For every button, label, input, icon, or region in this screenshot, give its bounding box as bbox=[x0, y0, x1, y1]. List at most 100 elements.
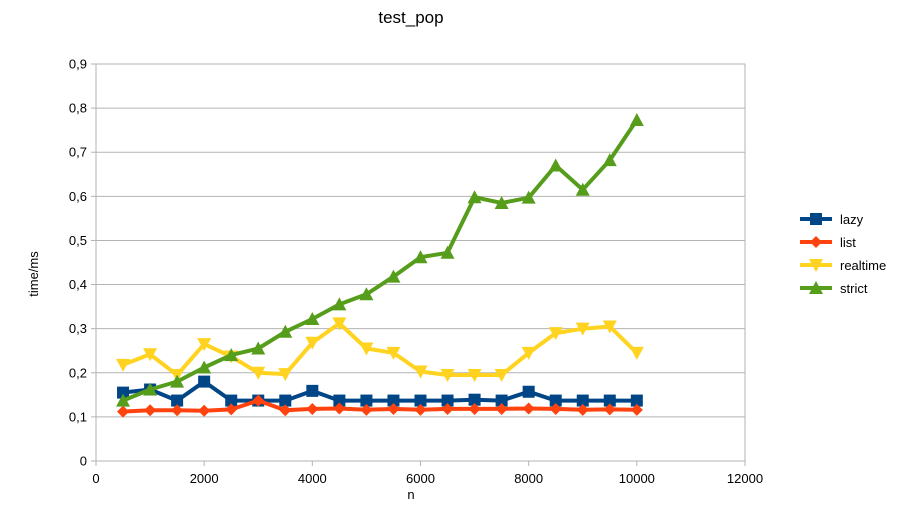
data-point-list bbox=[630, 403, 643, 416]
legend: lazy list realtime strict bbox=[800, 212, 886, 296]
data-point-strict bbox=[116, 393, 131, 407]
y-tick-label: 0,2 bbox=[69, 365, 87, 380]
data-point-strict bbox=[440, 245, 455, 259]
data-point-realtime bbox=[116, 358, 131, 372]
data-point-list bbox=[414, 403, 427, 416]
data-point-realtime bbox=[143, 348, 158, 362]
data-point-lazy bbox=[603, 394, 616, 407]
data-point-strict bbox=[521, 190, 536, 204]
x-tick-label: 4000 bbox=[298, 471, 327, 486]
legend-marker-lazy bbox=[810, 213, 822, 225]
data-point-lazy bbox=[279, 394, 292, 407]
data-point-list bbox=[117, 405, 130, 418]
legend-label: realtime bbox=[840, 258, 886, 273]
data-point-strict bbox=[575, 182, 590, 196]
data-point-strict bbox=[602, 153, 617, 167]
data-point-list bbox=[576, 403, 589, 416]
legend-label: list bbox=[840, 235, 856, 250]
data-point-list bbox=[333, 402, 346, 415]
x-tick-label: 6000 bbox=[406, 471, 435, 486]
data-point-strict bbox=[332, 297, 347, 311]
data-point-realtime bbox=[359, 342, 374, 356]
data-point-list bbox=[522, 402, 535, 415]
data-point-strict bbox=[305, 311, 320, 325]
x-tick-label: 2000 bbox=[190, 471, 219, 486]
legend-item-lazy: lazy bbox=[800, 212, 864, 227]
y-tick-label: 0 bbox=[80, 454, 87, 469]
data-point-strict bbox=[359, 287, 374, 301]
data-point-realtime bbox=[521, 346, 536, 360]
data-point-strict bbox=[548, 158, 563, 172]
data-point-lazy bbox=[360, 394, 373, 407]
data-point-lazy bbox=[117, 386, 130, 399]
data-point-realtime bbox=[548, 327, 563, 341]
data-point-list bbox=[387, 402, 400, 415]
data-point-lazy bbox=[441, 394, 454, 407]
data-point-realtime bbox=[602, 320, 617, 334]
data-point-list bbox=[441, 402, 454, 415]
y-axis-label: time/ms bbox=[26, 251, 41, 297]
data-point-list bbox=[279, 404, 292, 417]
series-realtime bbox=[116, 317, 644, 382]
data-point-list bbox=[495, 402, 508, 415]
y-tick-label: 0,7 bbox=[69, 145, 87, 160]
legend-marker-realtime bbox=[809, 259, 823, 272]
data-point-realtime bbox=[467, 368, 482, 382]
data-point-realtime bbox=[386, 346, 401, 360]
data-point-realtime bbox=[197, 338, 212, 352]
x-tick-label: 12000 bbox=[727, 471, 763, 486]
data-point-strict bbox=[224, 348, 239, 362]
y-tick-label: 0,1 bbox=[69, 409, 87, 424]
series-list bbox=[117, 394, 643, 418]
y-tick-label: 0,8 bbox=[69, 101, 87, 116]
data-point-lazy bbox=[549, 394, 562, 407]
data-point-strict bbox=[629, 113, 644, 127]
x-tick-label: 0 bbox=[92, 471, 99, 486]
data-point-list bbox=[360, 403, 373, 416]
y-axis-ticks: 0 0,1 0,2 0,3 0,4 0,5 0,6 0,7 0,8 0,9 bbox=[69, 57, 96, 469]
data-point-list bbox=[549, 402, 562, 415]
legend-item-strict: strict bbox=[800, 281, 868, 296]
data-point-lazy bbox=[468, 393, 481, 406]
data-point-realtime bbox=[251, 366, 266, 380]
data-point-realtime bbox=[629, 346, 644, 360]
data-point-list bbox=[603, 403, 616, 416]
data-point-realtime bbox=[305, 336, 320, 350]
x-axis-label: n bbox=[407, 487, 414, 502]
x-tick-label: 8000 bbox=[514, 471, 543, 486]
legend-item-list: list bbox=[800, 235, 856, 250]
data-point-strict bbox=[494, 195, 509, 209]
data-point-realtime bbox=[440, 368, 455, 382]
data-point-realtime bbox=[332, 317, 347, 331]
data-point-lazy bbox=[414, 394, 427, 407]
data-point-strict bbox=[143, 382, 158, 396]
data-point-realtime bbox=[278, 368, 293, 382]
legend-item-realtime: realtime bbox=[800, 258, 886, 273]
data-point-lazy bbox=[387, 394, 400, 407]
legend-marker-list bbox=[810, 236, 822, 248]
data-point-list bbox=[225, 403, 238, 416]
data-point-list bbox=[468, 402, 481, 415]
data-point-realtime bbox=[575, 322, 590, 336]
data-point-lazy bbox=[630, 394, 643, 407]
legend-marker-strict bbox=[809, 281, 823, 294]
x-axis-ticks: 0 2000 4000 6000 8000 10000 12000 bbox=[92, 461, 763, 486]
data-point-list bbox=[306, 402, 319, 415]
data-point-strict bbox=[251, 341, 266, 355]
data-point-lazy bbox=[225, 394, 238, 407]
legend-label: strict bbox=[840, 281, 868, 296]
series-line-realtime bbox=[121, 321, 639, 377]
data-point-list bbox=[144, 404, 157, 417]
y-tick-label: 0,6 bbox=[69, 189, 87, 204]
y-tick-label: 0,3 bbox=[69, 321, 87, 336]
data-point-lazy bbox=[171, 394, 184, 407]
data-point-list bbox=[252, 394, 265, 407]
data-point-list bbox=[171, 404, 184, 417]
data-point-lazy bbox=[576, 394, 589, 407]
series-strict bbox=[116, 113, 644, 407]
data-point-list bbox=[198, 404, 211, 417]
data-point-realtime bbox=[413, 365, 428, 379]
x-tick-label: 10000 bbox=[619, 471, 655, 486]
data-point-strict bbox=[467, 190, 482, 204]
